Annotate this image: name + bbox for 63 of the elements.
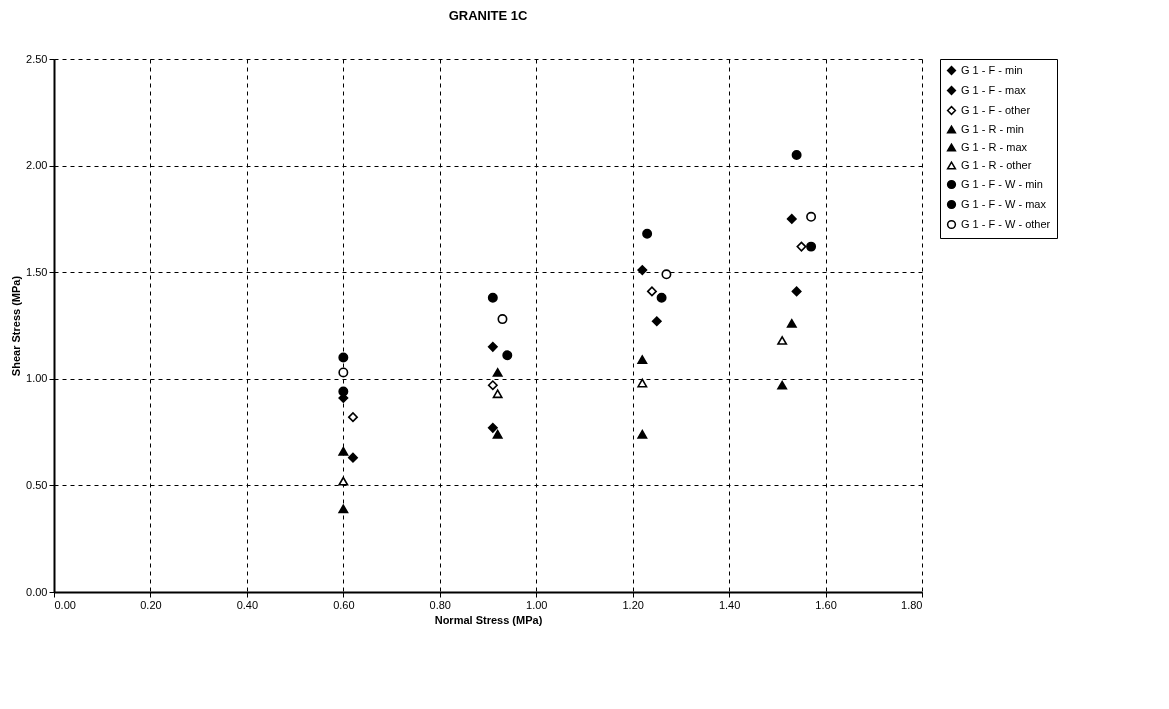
x-tick-label: 0.40 [236,598,259,611]
y-tick-label: 0.50 [26,478,48,491]
point [642,228,653,239]
x-tick-label: 1.60 [815,598,837,611]
y-tick-label: 1.50 [26,265,48,278]
point [656,292,667,303]
point [796,241,807,252]
x-tick-label: 1.00 [526,598,548,611]
point [637,355,648,365]
x-tick-label: 0.80 [429,598,451,611]
x-tick-label: 1.80 [901,598,923,611]
point [646,286,657,297]
point [786,213,797,224]
point [338,446,349,456]
point [487,341,498,352]
point [492,367,503,377]
x-tick-label: 0.20 [140,598,162,611]
x-tick-label: 1.40 [718,598,741,611]
point [497,314,508,325]
point [338,504,349,514]
point [637,429,648,439]
y-tick-label: 2.50 [26,52,48,65]
y-tick-label: 1.00 [26,372,48,385]
point [338,476,349,486]
point [806,241,817,252]
point [786,318,797,328]
point [806,211,817,222]
point [777,336,788,345]
legend-label: G 1 - F - max [961,83,1027,96]
legend-label: G 1 - F - min [961,63,1023,76]
chart-title: GRANITE 1C [448,8,528,23]
legend-label: G 1 - F - W - other [961,217,1051,230]
x-tick-label: 0.00 [54,598,76,611]
point [791,149,802,160]
point [651,316,662,327]
point [661,269,672,280]
point [338,386,349,397]
point [492,429,503,439]
legend-label: G 1 - F - W - min [961,177,1043,190]
point [487,422,498,433]
x-tick-label: 0.60 [333,598,355,611]
point [338,352,349,363]
legend-label: G 1 - R - other [961,158,1032,171]
point [777,380,788,390]
y-tick-label: 2.00 [26,159,48,172]
y-axis-title: Shear Stress (MPa) [10,275,23,377]
y-tick-label: 0.00 [26,585,48,598]
x-tick-label: 1.20 [622,598,644,611]
point [791,286,802,297]
x-axis-title: Normal Stress (MPa) [434,613,543,626]
point [487,292,498,303]
point [502,350,513,361]
legend-label: G 1 - R - min [961,122,1024,135]
point [637,378,648,388]
point [487,380,498,391]
legend-label: G 1 - F - other [961,103,1031,116]
point [338,367,349,378]
legend-label: G 1 - R - max [961,140,1028,153]
point [347,452,358,463]
point [347,412,358,423]
point [637,265,648,276]
legend-label: G 1 - F - W - max [961,197,1047,210]
point [492,389,503,399]
